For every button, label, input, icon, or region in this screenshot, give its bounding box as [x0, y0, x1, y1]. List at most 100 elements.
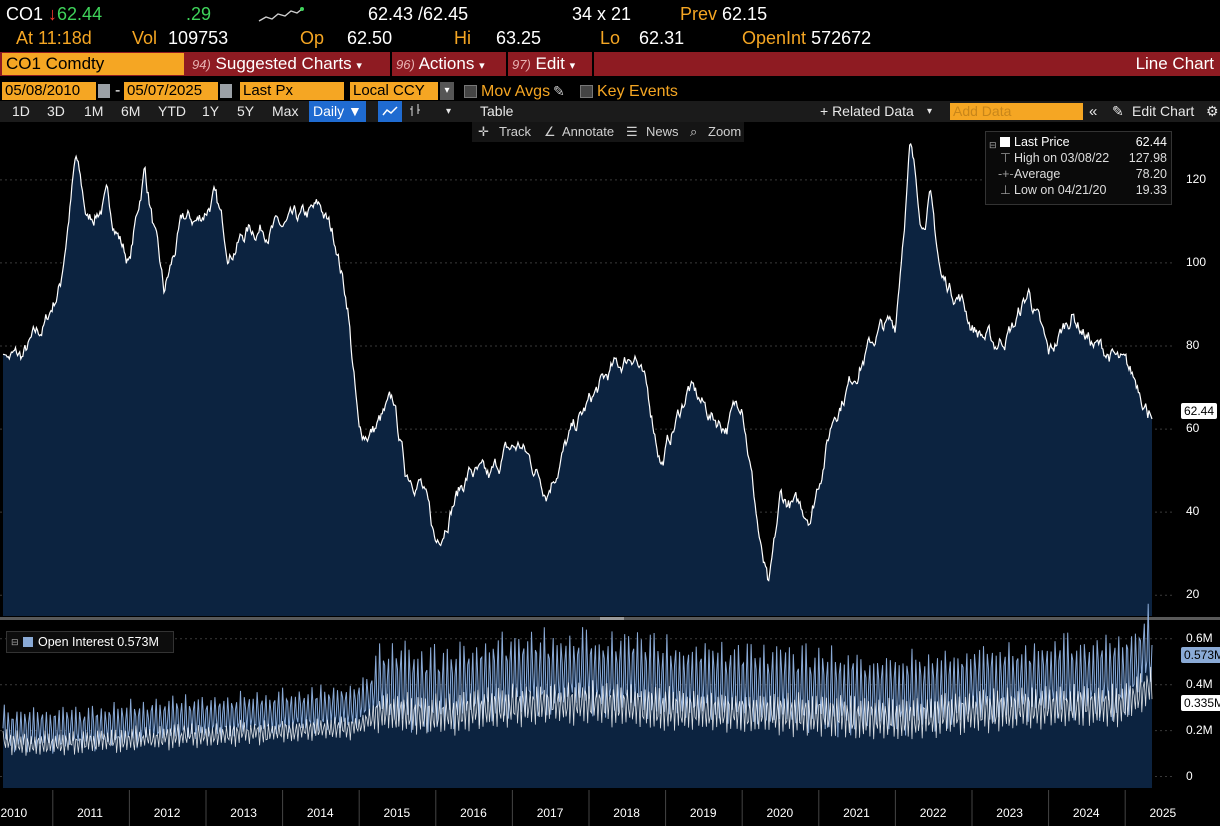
actions-label: Actions	[418, 54, 475, 73]
x-tick-label: 2022	[919, 806, 947, 820]
bar-chart-icon[interactable]	[408, 101, 424, 122]
oi-tag-secondary: 0.335M	[1181, 695, 1220, 711]
x-tick-label: 2014	[306, 806, 334, 820]
key-events-checkbox[interactable]	[580, 85, 593, 98]
security-field[interactable]: CO1 Comdty	[2, 53, 184, 75]
menubar: 94) Suggested Charts ▾ 96) Actions ▾ 97)…	[0, 52, 1220, 76]
tools-bar: ✛ Track ∠ Annotate ☰ News ⌕ Zoom	[472, 122, 744, 142]
line-chart-icon[interactable]	[378, 101, 402, 122]
frequency-select[interactable]: Daily ▼	[309, 101, 366, 122]
price-field-select[interactable]: Last Px	[240, 82, 344, 100]
legend-high-label: High on 03/08/22	[1014, 151, 1110, 165]
track-button[interactable]: Track	[499, 124, 532, 139]
suggested-charts-menu[interactable]: 94) Suggested Charts ▾	[192, 52, 362, 76]
annotate-icon: ∠	[544, 124, 556, 139]
range-bar: 1D 3D 1M 6M YTD 1Y 5Y Max Daily ▼ ▾ Tabl…	[0, 101, 1220, 122]
x-tick-label: 2019	[689, 806, 717, 820]
chart-type-title: Line Chart	[1135, 54, 1214, 73]
chevron-down-icon[interactable]: ▾	[446, 106, 452, 117]
oi-label: OpenInt	[742, 28, 807, 48]
low: Lo 62.31	[600, 28, 684, 49]
annotate-button[interactable]: Annotate	[562, 124, 615, 139]
x-tick-label: 2013	[230, 806, 257, 820]
y-tick-label: 120	[1186, 171, 1207, 186]
x-tick-label: 2018	[613, 806, 640, 820]
caret-down-icon: ▾	[356, 60, 362, 72]
range-1y[interactable]: 1Y	[202, 103, 220, 119]
hi-value: 63.25	[496, 28, 542, 48]
at-time: 11:18d	[38, 28, 92, 48]
oi-line-secondary	[2, 666, 1153, 756]
vol-value: 109753	[168, 28, 229, 48]
start-date-field[interactable]: 05/08/2010	[2, 82, 96, 100]
range-1m[interactable]: 1M	[84, 103, 104, 119]
legend-row-average: -+- Average 78.20	[986, 166, 1171, 182]
x-tick-label: 2020	[766, 806, 794, 820]
zoom-icon: ⌕	[690, 124, 698, 139]
calendar-icon[interactable]	[98, 84, 110, 98]
mov-avgs-checkbox[interactable]	[464, 85, 477, 98]
range-3d[interactable]: 3D	[47, 103, 65, 119]
legend-swatch	[23, 637, 33, 647]
volume: Vol 109753	[132, 28, 228, 49]
currency-select[interactable]: Local CCY	[350, 82, 438, 100]
actions-menu[interactable]: 96) Actions ▾	[396, 52, 485, 76]
related-data-button[interactable]: + Related Data	[820, 103, 914, 119]
range-5y[interactable]: 5Y	[237, 103, 255, 119]
y-tick-label: 60	[1186, 421, 1200, 436]
down-arrow-icon: ↓	[48, 4, 58, 24]
pane-resize-handle	[600, 617, 624, 620]
add-data-input[interactable]: Add Data	[950, 103, 1083, 120]
y-tick-label: 0	[1186, 768, 1193, 783]
actions-num: 96)	[396, 57, 415, 72]
key-events-label: Key Events	[597, 83, 678, 100]
legend-swatch	[1000, 137, 1010, 147]
chevron-down-icon[interactable]: ▾	[440, 82, 454, 100]
table-button[interactable]: Table	[480, 103, 514, 119]
range-1d[interactable]: 1D	[12, 103, 30, 119]
edit-label: Edit	[535, 54, 565, 73]
range-6m[interactable]: 6M	[121, 103, 141, 119]
x-tick-label: 2017	[536, 806, 564, 820]
zoom-button[interactable]: Zoom	[708, 124, 742, 139]
at-label: At	[16, 28, 34, 48]
menu-divider	[506, 52, 508, 76]
edit-menu[interactable]: 97) Edit ▾	[512, 52, 575, 76]
collapse-icon[interactable]: ⊟	[989, 140, 997, 150]
high-marker-icon: ⊤	[1000, 151, 1011, 165]
bid-ask-size: 34 x 21	[572, 4, 632, 24]
pencil-icon[interactable]: ✎	[553, 83, 565, 99]
legend-last-label: Last Price	[1014, 135, 1070, 149]
y-tick-label: 80	[1186, 338, 1200, 352]
oi-legend: ⊟ Open Interest 0.573M	[6, 631, 174, 653]
x-grid	[52, 790, 1126, 826]
chevron-down-icon[interactable]: ▾	[927, 106, 933, 117]
x-tick-label: 2021	[843, 806, 870, 820]
range-max[interactable]: Max	[272, 103, 299, 119]
edit-chart-button[interactable]: Edit Chart	[1132, 103, 1195, 119]
low-marker-icon: ⊥	[1000, 183, 1011, 197]
gear-icon[interactable]: ⚙	[1206, 103, 1219, 119]
x-tick-label: 2015	[383, 806, 411, 820]
chart-canvas	[0, 142, 1220, 826]
y-tick-label: 0.4M	[1186, 676, 1213, 691]
open-interest: OpenInt 572672	[742, 28, 871, 49]
pencil-icon[interactable]: ✎	[1112, 103, 1124, 119]
last-price: 62.44	[57, 4, 103, 24]
oi-value: 572672	[811, 28, 872, 48]
range-ytd[interactable]: YTD	[158, 103, 186, 119]
legend-row-low: ⊥ Low on 04/21/20 19.33	[986, 182, 1171, 198]
calendar-icon[interactable]	[220, 84, 232, 98]
x-tick-label: 2016	[460, 806, 487, 820]
collapse-icon[interactable]: «	[1089, 103, 1098, 120]
x-tick-label: 2011	[77, 806, 103, 820]
collapse-icon[interactable]: ⊟	[11, 637, 19, 647]
x-tick-label: 2023	[996, 806, 1023, 820]
lo-label: Lo	[600, 28, 621, 48]
y-tick-label: 0.2M	[1186, 722, 1213, 737]
legend-row-last: ⊟ Last Price 62.44	[986, 134, 1171, 150]
end-date-field[interactable]: 05/07/2025	[124, 82, 218, 100]
news-button[interactable]: News	[646, 124, 679, 139]
options-row: 05/08/2010 - 05/07/2025 Last Px Local CC…	[0, 82, 1220, 101]
legend-avg-label: Average	[1014, 167, 1061, 181]
